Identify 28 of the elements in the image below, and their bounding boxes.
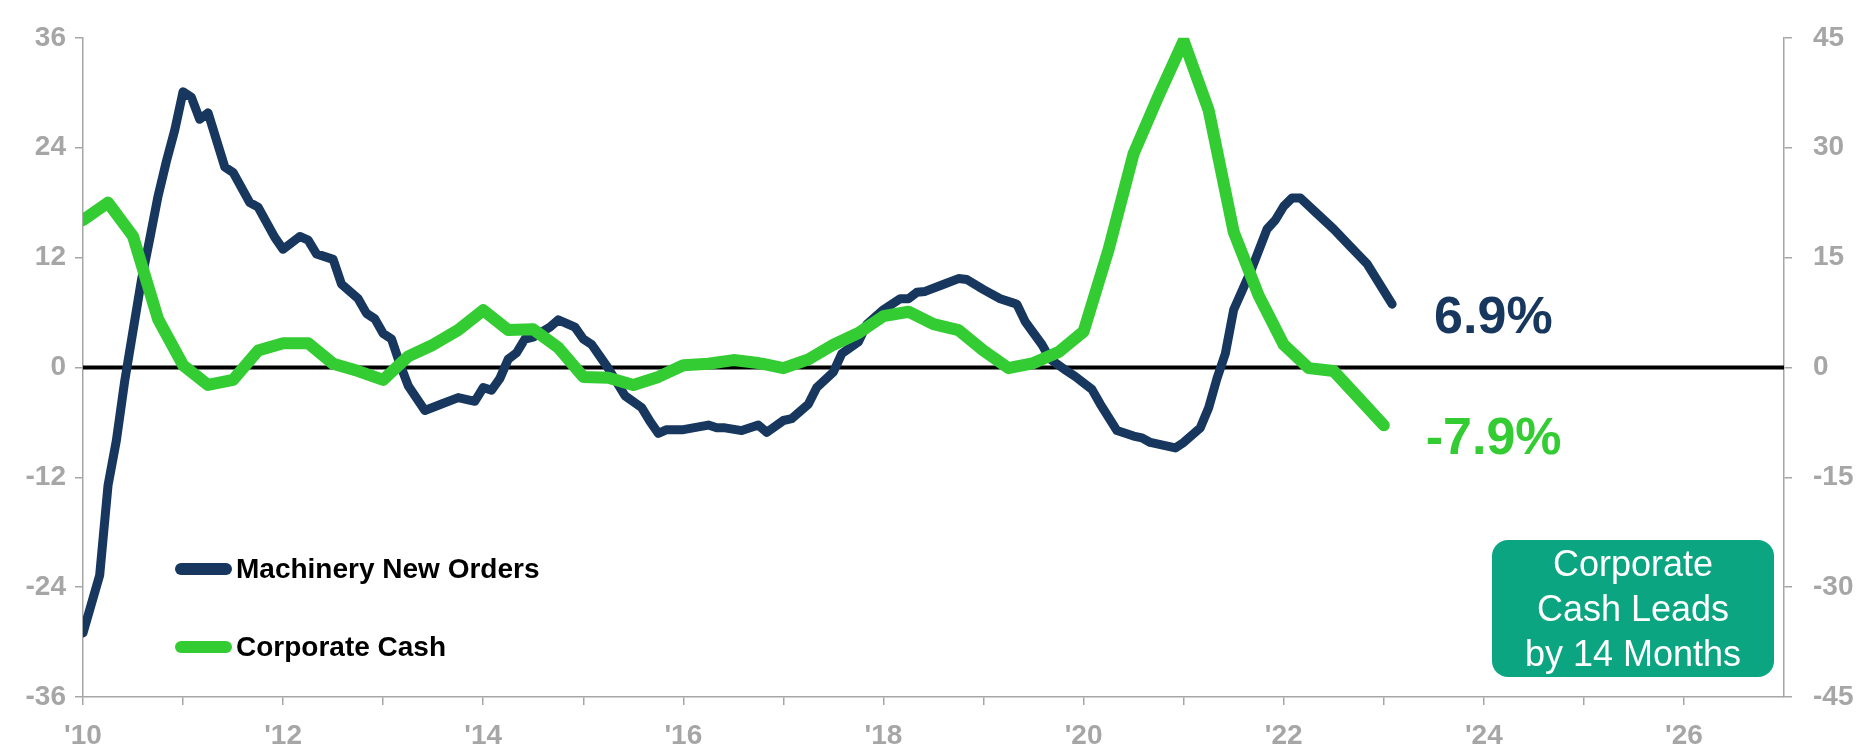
x-tick-label: '14 (464, 718, 503, 748)
y-tick-label: 36 (34, 20, 66, 52)
x-tick-label: '10 (64, 718, 102, 748)
x-tick-label: '16 (664, 718, 703, 748)
y2-tick-label: 15 (1813, 240, 1845, 272)
y2-tick-label: 30 (1813, 130, 1845, 162)
x-tick-label: '12 (264, 718, 303, 748)
x-tick-label: '22 (1264, 718, 1303, 748)
data-label: 6.9% (1434, 285, 1553, 344)
y-tick-label: -36 (25, 679, 66, 711)
y-tick-label: -24 (25, 569, 67, 601)
x-tick-label: '20 (1064, 718, 1103, 748)
legend-label: Corporate Cash (236, 631, 447, 663)
legend-label: Machinery New Orders (236, 553, 540, 585)
x-tick-label: '18 (864, 718, 903, 748)
annotation: Corporate Cash Leads by 14 Months (1492, 540, 1774, 677)
y2-tick-label: 45 (1813, 20, 1845, 52)
y2-tick-label: -15 (1813, 459, 1854, 491)
y-tick-label: 12 (34, 240, 66, 272)
y-tick-label: 0 (50, 350, 66, 382)
y2-tick-label: -45 (1813, 679, 1854, 711)
y-tick-label: -12 (25, 459, 66, 491)
y2-tick-label: -30 (1813, 569, 1854, 601)
y2-tick-label: 0 (1813, 350, 1829, 382)
data-label: -7.9% (1425, 406, 1562, 465)
y-tick-label: 24 (34, 130, 67, 162)
x-tick-label: '24 (1464, 718, 1504, 748)
x-tick-label: '26 (1665, 718, 1703, 748)
